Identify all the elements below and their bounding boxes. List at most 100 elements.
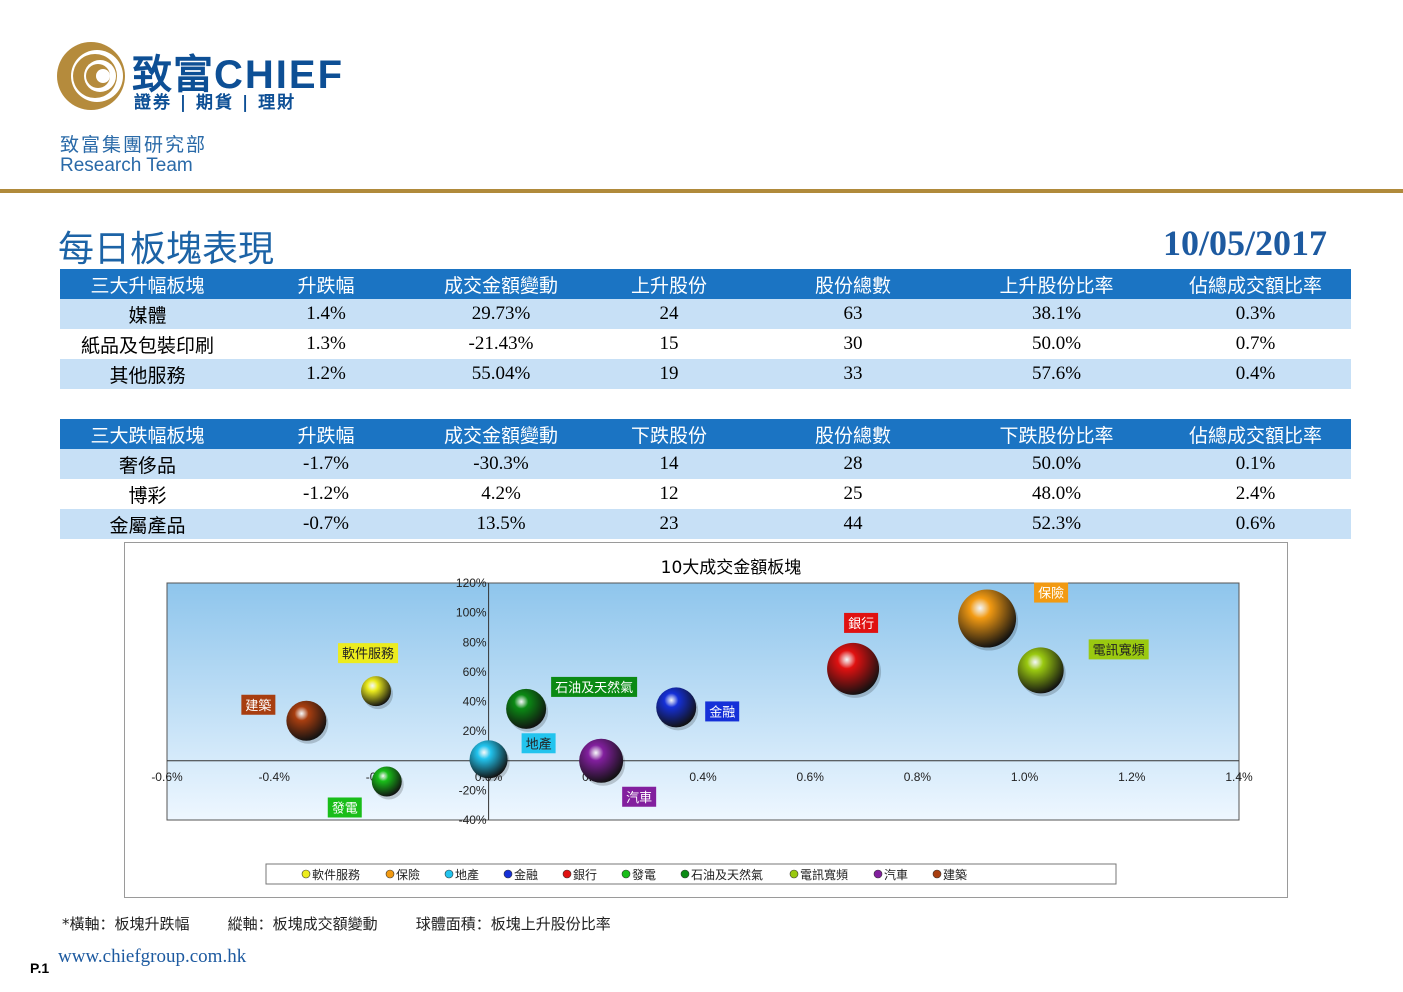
table-cell: 0.7% (1235, 333, 1276, 354)
table-cell: 28 (753, 449, 953, 479)
legend-label: 保險 (396, 867, 420, 882)
y-tick-label: -20% (459, 783, 487, 797)
bubble-point (827, 642, 880, 695)
table-cell: 1.2% (235, 359, 417, 389)
table-cell: 0.6% (1160, 509, 1351, 539)
legend-swatch (562, 869, 572, 879)
column-header: 股份總數 (753, 269, 953, 299)
bubble-point (656, 687, 697, 728)
y-tick-label: 120% (456, 576, 487, 590)
table-cell: 25 (843, 483, 863, 504)
table-cell: 29.73% (417, 299, 585, 329)
bubble-label-box (622, 786, 657, 807)
y-tick-label: 40% (463, 695, 487, 709)
brand-tagline: 證券 | 期貨 | 理財 (134, 93, 297, 113)
table-cell: 30 (843, 333, 863, 354)
y-tick-label: 20% (463, 724, 487, 738)
table-cell: 50.0% (1031, 333, 1082, 354)
table-cell: -1.2% (303, 483, 349, 504)
table-cell: 4.2% (481, 483, 521, 504)
table-row: 金屬產品 -0.7% 13.5% 23 44 52.3% 0.6% (60, 509, 1351, 539)
column-header: 上升股份 (585, 269, 753, 299)
column-header: 成交金額變動 (417, 269, 585, 299)
chart-title: 10大成交金額板塊 (661, 558, 802, 578)
table-cell: 63 (753, 299, 953, 329)
table-cell: 0.3% (1160, 299, 1351, 329)
table-row: 媒體 1.4% 29.73% 24 63 38.1% 0.3% (60, 299, 1351, 329)
website-link[interactable]: www.chiefgroup.com.hk (58, 946, 247, 967)
table-cell: 19 (585, 359, 753, 389)
table-cell: 57.6% (953, 359, 1160, 389)
bubble-point (506, 688, 547, 729)
bubble-label: 建築 (245, 699, 271, 714)
x-tick-label: 0.4% (689, 770, 717, 784)
bubble-point (1017, 647, 1064, 694)
legend-swatch (503, 869, 513, 879)
legend-label: 金融 (514, 867, 538, 882)
bubble-point (958, 589, 1017, 648)
bubble-label: 汽車 (626, 791, 652, 806)
column-header: 下跌股份比率 (953, 419, 1160, 449)
page-number: P.1 (30, 960, 50, 976)
bubble-label-box (338, 643, 399, 664)
table-cell: 紙品及包裝印刷 (80, 335, 214, 357)
table-cell: 48.0% (1031, 483, 1082, 504)
brand-name: 致富CHIEF (132, 42, 344, 100)
chart-legend (265, 863, 1117, 885)
table-cell: 50.0% (953, 449, 1160, 479)
table-row: 奢侈品 -1.7% -30.3% 14 28 50.0% 0.1% (60, 449, 1351, 479)
brand-name-cn: 致富 (132, 52, 214, 98)
department-name-cn: 致富集團研究部 (60, 134, 208, 156)
table-row: 博彩 -1.2% 4.2% 12 25 48.0% 2.4% (60, 479, 1351, 509)
table-cell: 52.3% (953, 509, 1160, 539)
table-cell: 2.4% (1235, 483, 1276, 504)
bubble-label: 地產 (526, 736, 552, 752)
table-cell: 博彩 (128, 485, 167, 507)
table-cell: -21.43% (468, 333, 534, 354)
table-header-row: 三大升幅板塊 升跌幅 成交金額變動 上升股份 股份總數 上升股份比率 佔總成交額… (60, 269, 1351, 299)
column-header: 股份總數 (753, 419, 953, 449)
table-cell: 媒體 (60, 299, 235, 329)
table-cell: 0.4% (1160, 359, 1351, 389)
bubble-label: 發電 (332, 801, 358, 816)
bubble-label: 電訊寬頻 (1093, 642, 1145, 658)
column-header: 三大跌幅板塊 (60, 419, 235, 449)
chart-footnote: *橫軸：板塊升跌幅 縱軸：板塊成交額變動 球體面積：板塊上升股份比率 (62, 915, 611, 933)
column-header: 升跌幅 (235, 419, 417, 449)
x-tick-label: 0.6% (797, 770, 825, 784)
table-cell: 0.1% (1160, 449, 1351, 479)
table-cell: 15 (659, 333, 679, 354)
page-title: 每日板塊表現 (58, 229, 275, 270)
legend-swatch (873, 869, 883, 879)
legend-label: 軟件服務 (312, 867, 360, 882)
bubble-label-box (551, 676, 638, 697)
header-divider (0, 189, 1403, 193)
legend-swatch (301, 869, 311, 879)
legend-label: 石油及天然氣 (691, 867, 763, 882)
table-cell: 55.04% (417, 359, 585, 389)
legend-label: 電訊寬頻 (800, 867, 848, 882)
y-tick-label: 60% (463, 665, 487, 679)
bubble-point (286, 700, 327, 741)
table-row: 其他服務 1.2% 55.04% 19 33 57.6% 0.4% (60, 359, 1351, 389)
table-cell: -30.3% (417, 449, 585, 479)
y-tick-label: -40% (459, 813, 487, 827)
bubble-label-box (705, 701, 740, 722)
bubble-label-box (521, 733, 556, 754)
bubble-label: 石油及天然氣 (555, 680, 633, 696)
x-tick-label: 1.2% (1118, 770, 1146, 784)
department-name-en: Research Team (60, 155, 193, 176)
column-header: 佔總成交額比率 (1160, 269, 1351, 299)
legend-label: 建築 (943, 867, 967, 882)
bubble-label-box (844, 612, 879, 633)
x-tick-label: 0.8% (904, 770, 932, 784)
column-header: 成交金額變動 (417, 419, 585, 449)
x-tick-label: -0.4% (259, 770, 291, 784)
top-falling-sectors-table: 三大跌幅板塊 升跌幅 成交金額變動 下跌股份 股份總數 下跌股份比率 佔總成交額… (60, 419, 1351, 539)
brand-name-en: CHIEF (214, 53, 344, 97)
bubble-point (371, 766, 402, 797)
chart-canvas: 10大成交金額板塊-0.6%-0.4%-0.2%0.0%0.2%0.4%0.6%… (151, 558, 1253, 885)
bubble-label-box (241, 694, 276, 715)
table-cell: 14 (585, 449, 753, 479)
column-header: 佔總成交額比率 (1160, 419, 1351, 449)
